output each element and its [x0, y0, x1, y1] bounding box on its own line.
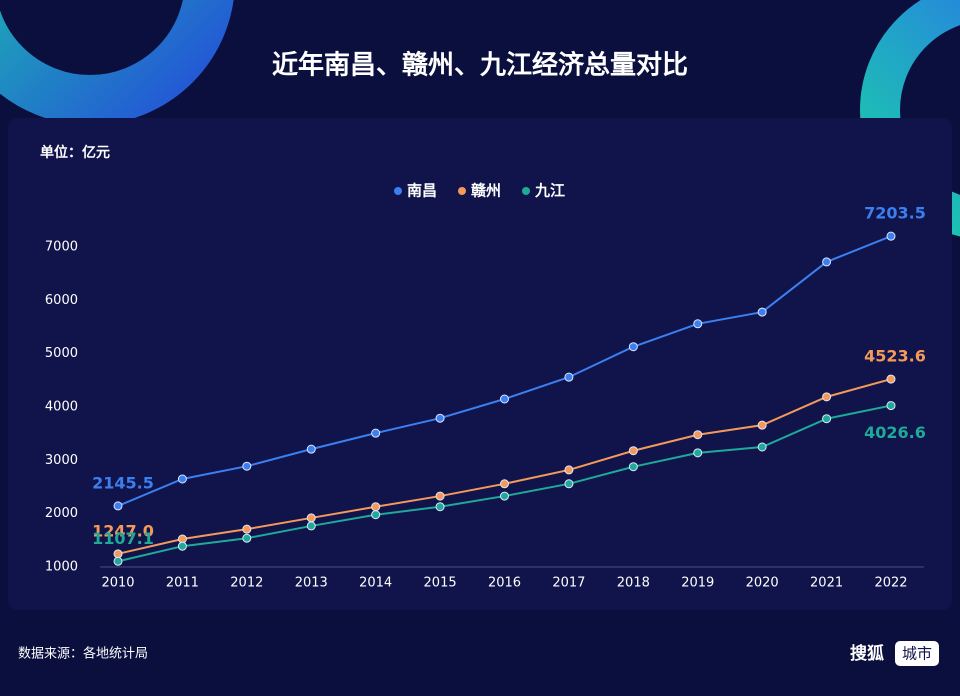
brand-name: 搜狐 [850, 643, 884, 664]
x-tick-label: 2021 [810, 576, 843, 591]
legend-marker [522, 187, 530, 195]
data-point [757, 442, 767, 452]
data-point [435, 502, 445, 512]
value-label: 1247.0 [92, 521, 154, 540]
data-point [886, 374, 896, 384]
y-tick-label: 1000 [45, 560, 78, 575]
data-point [500, 394, 509, 404]
data-point [113, 556, 123, 566]
data-point [113, 501, 123, 511]
data-point [306, 513, 316, 523]
y-tick-label: 7000 [45, 240, 78, 255]
x-tick-label: 2011 [166, 576, 199, 591]
data-point [500, 479, 509, 489]
legend-label: 南昌 [407, 182, 437, 200]
legend-marker [458, 187, 466, 195]
data-point [371, 502, 381, 512]
value-label: 2145.5 [92, 473, 154, 492]
x-tick-label: 2022 [874, 576, 907, 591]
data-point [242, 533, 252, 543]
data-point [371, 428, 381, 438]
data-point [435, 413, 445, 423]
data-point [500, 491, 509, 501]
value-label: 4026.6 [864, 423, 926, 442]
x-tick-label: 2018 [617, 576, 650, 591]
data-point [177, 474, 187, 484]
data-point [822, 414, 832, 424]
source: 数据来源：各地统计局 [18, 646, 148, 662]
x-tick-label: 2014 [359, 576, 392, 591]
value-label: 1107.1 [92, 529, 154, 548]
brand-tag-box [895, 641, 939, 666]
data-point [628, 462, 638, 472]
data-point [822, 392, 832, 402]
value-label: 4523.6 [864, 347, 926, 366]
brand-tag: 城市 [902, 645, 932, 663]
x-tick-label: 2017 [552, 576, 585, 591]
data-point [177, 541, 187, 551]
y-tick-label: 5000 [45, 346, 78, 361]
data-point [886, 231, 896, 241]
data-point [242, 524, 252, 534]
data-point [564, 465, 574, 475]
decor-arc [0, 0, 234, 125]
value-label: 7203.5 [864, 204, 926, 223]
data-point [628, 342, 638, 352]
chart-title: 近年南昌、赣州、九江经济总量对比 [272, 50, 688, 81]
unit-label: 单位：亿元 [40, 144, 110, 161]
data-point [757, 420, 767, 430]
data-point [306, 444, 316, 454]
data-point [564, 479, 574, 489]
x-tick-label: 2013 [295, 576, 328, 591]
y-tick-label: 4000 [45, 400, 78, 415]
data-point [242, 461, 252, 471]
data-point [886, 401, 896, 411]
panel [8, 118, 952, 610]
data-point [757, 307, 767, 317]
data-point [822, 257, 832, 267]
legend-label: 九江 [534, 182, 565, 200]
y-tick-label: 6000 [45, 293, 78, 308]
x-tick-label: 2012 [230, 576, 263, 591]
data-point [564, 372, 574, 382]
data-point [628, 446, 638, 456]
data-point [435, 491, 445, 501]
legend-marker [394, 187, 402, 195]
x-tick-label: 2019 [681, 576, 714, 591]
y-tick-label: 3000 [45, 453, 78, 468]
legend-label: 赣州 [471, 182, 501, 200]
data-point [693, 430, 703, 440]
data-point [693, 319, 703, 329]
x-tick-label: 2010 [101, 576, 134, 591]
y-tick-label: 2000 [45, 506, 78, 521]
data-point [371, 510, 381, 520]
decor-arc [860, 0, 960, 237]
data-point [306, 521, 316, 531]
data-point [693, 448, 703, 458]
data-point [113, 549, 123, 559]
x-tick-label: 2020 [746, 576, 779, 591]
x-tick-label: 2015 [424, 576, 457, 591]
x-tick-label: 2016 [488, 576, 521, 591]
